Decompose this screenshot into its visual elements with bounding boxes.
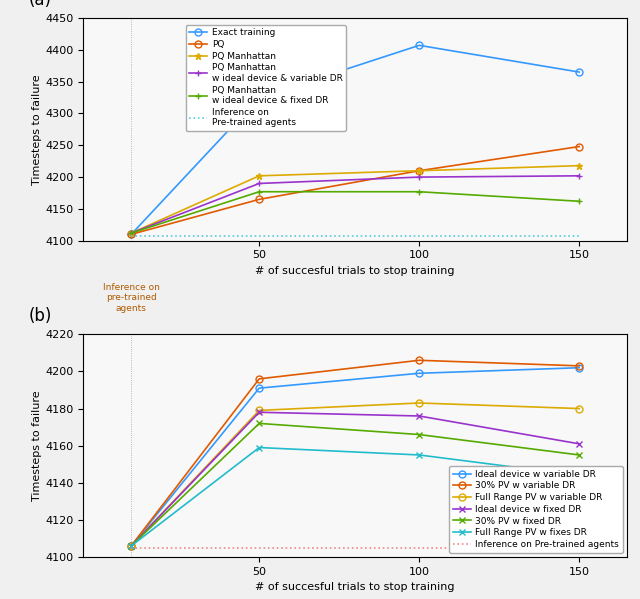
Line: Full Range PV w fixes DR: Full Range PV w fixes DR (128, 444, 582, 549)
Line: Ideal device w fixed DR: Ideal device w fixed DR (128, 409, 582, 549)
PQ Manhattan (575, 162, 583, 170)
Full Range PV w fixes DR (255, 444, 263, 451)
Text: (b): (b) (29, 307, 52, 325)
X-axis label: # of succesful trials to stop training: # of succesful trials to stop training (255, 582, 455, 592)
Ideal device w fixed DR (415, 412, 423, 419)
30% PV w fixed DR (575, 452, 583, 459)
30% PV w variable DR (255, 375, 263, 382)
Inference on
Pre-trained agents (127, 232, 135, 239)
Exact training (575, 68, 583, 75)
Line: Full Range PV w variable DR: Full Range PV w variable DR (128, 400, 582, 549)
Ideal device w variable DR (127, 542, 135, 549)
Inference on Pre-trained agents (575, 544, 583, 552)
30% PV w variable DR (127, 542, 135, 549)
Full Range PV w fixes DR (575, 472, 583, 479)
Line: Ideal device w variable DR: Ideal device w variable DR (128, 364, 582, 549)
Y-axis label: Timesteps to failure: Timesteps to failure (33, 74, 42, 184)
Inference on Pre-trained agents (127, 544, 135, 552)
PQ Manhattan (255, 173, 263, 180)
Full Range PV w variable DR (127, 542, 135, 549)
PQ (255, 196, 263, 203)
Text: Inference on
pre-trained
agents: Inference on pre-trained agents (103, 283, 159, 313)
Ideal device w variable DR (255, 385, 263, 392)
PQ Manhattan
w ideal device & variable DR (415, 174, 423, 181)
Ideal device w fixed DR (127, 542, 135, 549)
Ideal device w fixed DR (575, 440, 583, 447)
PQ Manhattan
w ideal device & variable DR (255, 180, 263, 187)
30% PV w fixed DR (127, 542, 135, 549)
PQ Manhattan
w ideal device & variable DR (127, 229, 135, 237)
Exact training (415, 42, 423, 49)
PQ Manhattan
w ideal device & fixed DR (255, 188, 263, 195)
PQ Manhattan
w ideal device & fixed DR (127, 229, 135, 237)
Legend: Exact training, PQ, PQ Manhattan, PQ Manhattan
w ideal device & variable DR, PQ : Exact training, PQ, PQ Manhattan, PQ Man… (186, 25, 346, 131)
Y-axis label: Timesteps to failure: Timesteps to failure (33, 391, 42, 501)
PQ (415, 167, 423, 174)
30% PV w fixed DR (415, 431, 423, 438)
PQ Manhattan
w ideal device & variable DR (575, 173, 583, 180)
PQ Manhattan
w ideal device & fixed DR (415, 188, 423, 195)
Exact training (255, 94, 263, 101)
Ideal device w variable DR (415, 370, 423, 377)
Line: Exact training: Exact training (128, 42, 582, 238)
Line: 30% PV w variable DR: 30% PV w variable DR (128, 357, 582, 549)
Line: PQ: PQ (128, 143, 582, 238)
Inference on
Pre-trained agents (415, 232, 423, 239)
PQ Manhattan (415, 167, 423, 174)
PQ Manhattan (127, 229, 135, 237)
30% PV w variable DR (575, 362, 583, 370)
Inference on
Pre-trained agents (575, 232, 583, 239)
Line: PQ Manhattan
w ideal device & fixed DR: PQ Manhattan w ideal device & fixed DR (128, 188, 582, 237)
X-axis label: # of succesful trials to stop training: # of succesful trials to stop training (255, 266, 455, 276)
Full Range PV w variable DR (255, 407, 263, 414)
Inference on Pre-trained agents (255, 544, 263, 552)
Ideal device w fixed DR (255, 409, 263, 416)
Inference on Pre-trained agents (415, 544, 423, 552)
Full Range PV w variable DR (415, 400, 423, 407)
Exact training (127, 231, 135, 238)
Text: (a): (a) (29, 0, 52, 9)
Line: PQ Manhattan: PQ Manhattan (128, 162, 582, 237)
Legend: Ideal device w variable DR, 30% PV w variable DR, Full Range PV w variable DR, I: Ideal device w variable DR, 30% PV w var… (449, 466, 623, 552)
30% PV w variable DR (415, 356, 423, 364)
PQ (127, 231, 135, 238)
30% PV w fixed DR (255, 420, 263, 427)
Full Range PV w fixes DR (127, 542, 135, 549)
Line: 30% PV w fixed DR: 30% PV w fixed DR (128, 420, 582, 549)
Line: PQ Manhattan
w ideal device & variable DR: PQ Manhattan w ideal device & variable D… (128, 173, 582, 237)
Full Range PV w variable DR (575, 405, 583, 412)
Full Range PV w fixes DR (415, 452, 423, 459)
Ideal device w variable DR (575, 364, 583, 371)
Inference on
Pre-trained agents (255, 232, 263, 239)
PQ Manhattan
w ideal device & fixed DR (575, 198, 583, 205)
PQ (575, 143, 583, 150)
